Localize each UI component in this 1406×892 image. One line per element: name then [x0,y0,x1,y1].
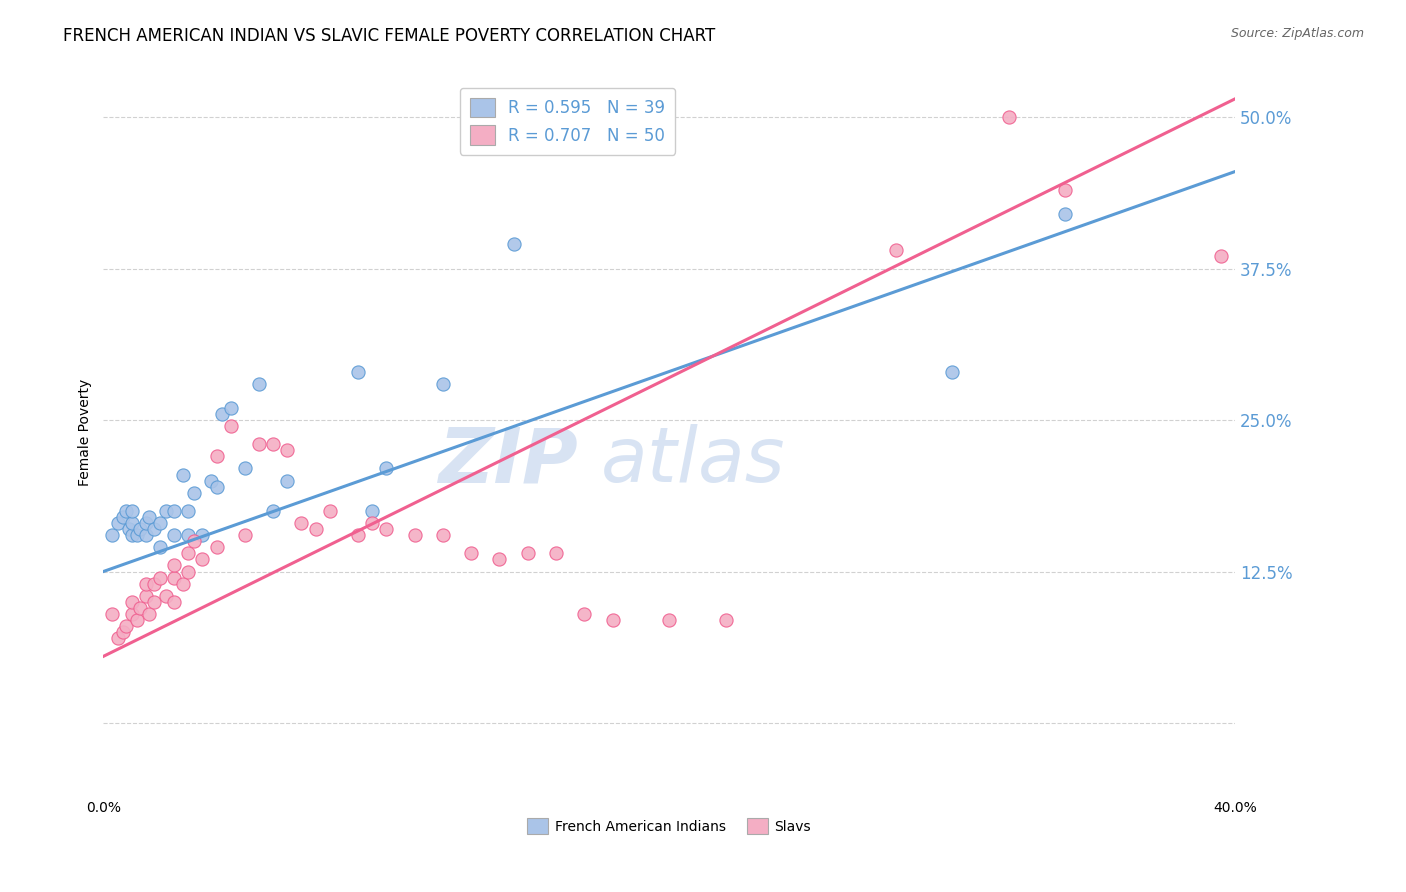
Point [219,419,242,434]
Point [177,546,200,560]
Point [884,244,907,258]
Point [149,570,172,584]
Point [211,407,233,421]
Point [127,613,149,627]
Point [138,510,160,524]
Point [460,546,482,560]
Point [121,504,143,518]
Point [432,528,454,542]
Point [247,437,270,451]
Point [143,576,166,591]
Point [247,376,270,391]
Point [205,480,228,494]
Point [121,528,143,542]
Point [172,467,194,482]
Point [191,552,214,566]
Point [129,600,152,615]
Point [714,613,737,627]
Point [183,534,205,549]
Point [163,504,186,518]
Point [107,516,129,530]
Point [375,461,398,475]
Point [101,607,124,621]
Text: ZIP: ZIP [439,425,579,499]
Point [375,522,398,536]
Point [262,504,284,518]
Point [183,485,205,500]
Point [112,625,135,640]
Point [1054,183,1077,197]
Point [163,570,186,584]
Point [107,631,129,645]
Point [163,528,186,542]
Point [115,619,138,633]
Point [488,552,510,566]
Point [155,589,177,603]
Point [121,516,143,530]
Point [135,589,157,603]
Point [163,595,186,609]
Point [172,576,194,591]
Point [502,237,524,252]
Point [112,510,135,524]
Point [347,365,370,379]
Point [941,365,963,379]
Point [1054,207,1077,221]
Point [135,576,157,591]
Point [135,528,157,542]
Point [658,613,681,627]
Point [177,565,200,579]
Point [127,528,149,542]
Point [544,546,567,560]
Point [205,450,228,464]
Point [200,474,222,488]
Point [233,528,256,542]
Point [115,504,138,518]
Point [121,595,143,609]
Point [276,474,298,488]
Point [361,504,384,518]
Point [143,522,166,536]
Point [262,437,284,451]
Point [432,376,454,391]
Text: FRENCH AMERICAN INDIAN VS SLAVIC FEMALE POVERTY CORRELATION CHART: FRENCH AMERICAN INDIAN VS SLAVIC FEMALE … [63,27,716,45]
Point [149,541,172,555]
Point [304,522,326,536]
Point [404,528,426,542]
Point [155,504,177,518]
Point [101,528,124,542]
Point [149,516,172,530]
Point [997,110,1019,124]
Point [138,607,160,621]
Text: Source: ZipAtlas.com: Source: ZipAtlas.com [1230,27,1364,40]
Point [276,443,298,458]
Point [233,461,256,475]
Point [163,558,186,573]
Point [361,516,384,530]
Point [135,516,157,530]
Point [129,522,152,536]
Point [290,516,312,530]
Point [191,528,214,542]
Point [1209,249,1232,263]
Point [177,504,200,518]
Y-axis label: Female Poverty: Female Poverty [79,378,93,486]
Point [602,613,624,627]
Legend: French American Indians, Slavs: French American Indians, Slavs [522,813,817,839]
Point [143,595,166,609]
Point [347,528,370,542]
Point [177,528,200,542]
Point [205,541,228,555]
Point [219,401,242,415]
Point [574,607,596,621]
Text: atlas: atlas [602,425,786,499]
Point [121,607,143,621]
Point [319,504,342,518]
Point [516,546,538,560]
Point [118,522,141,536]
